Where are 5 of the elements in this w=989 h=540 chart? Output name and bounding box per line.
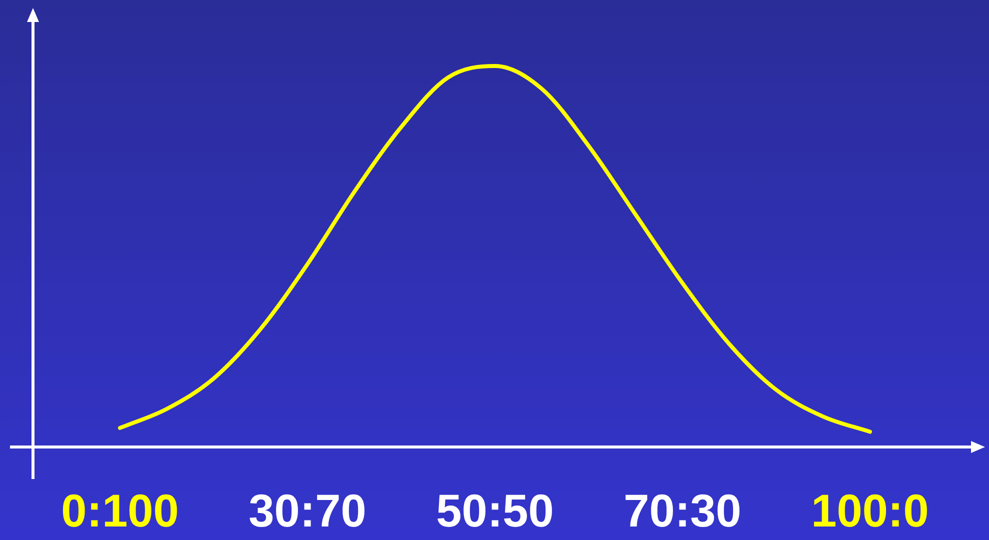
- x-tick-label: 50:50: [436, 484, 554, 537]
- x-tick-label: 0:100: [61, 484, 179, 537]
- x-tick-label: 100:0: [811, 484, 929, 537]
- x-tick-label: 30:70: [248, 484, 366, 537]
- x-tick-label: 70:30: [624, 484, 742, 537]
